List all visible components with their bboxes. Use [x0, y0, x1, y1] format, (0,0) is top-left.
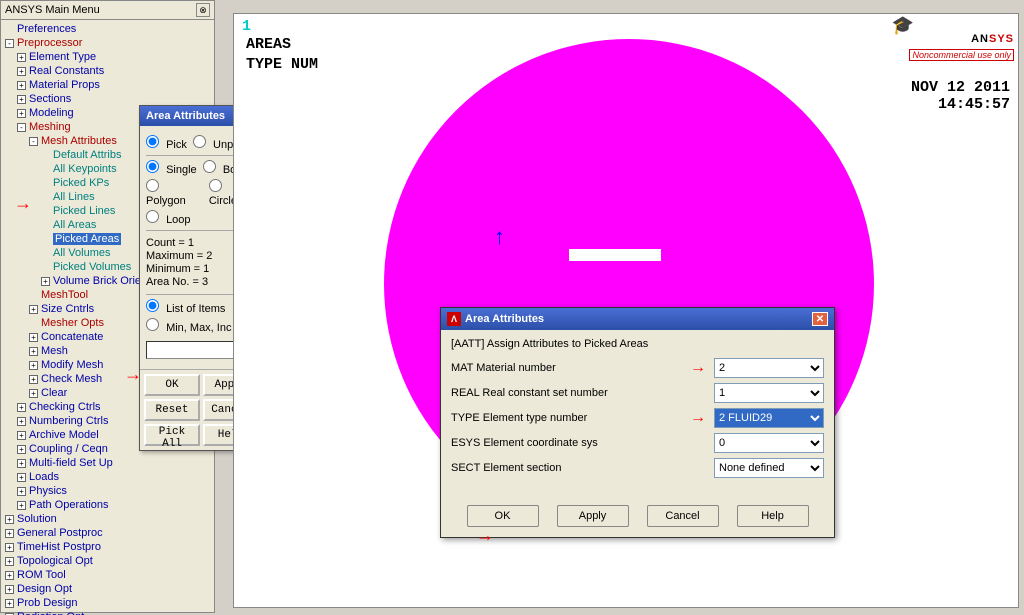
minmax-radio[interactable]: Min, Max, Inc	[146, 318, 231, 334]
attr-label: REAL Real constant set number	[451, 387, 690, 399]
tree-item[interactable]: +Topological Opt	[5, 554, 210, 568]
attr-row: SECT Element section None defined	[451, 458, 824, 478]
tree-item[interactable]: +Real Constants	[5, 64, 210, 78]
attr-row: TYPE Element type number→2 FLUID29	[451, 408, 824, 428]
rect-hole	[569, 249, 661, 261]
tree-item[interactable]: +Physics	[5, 484, 210, 498]
up-arrow-icon: ↑	[494, 224, 505, 250]
grad-cap-icon: 🎓	[892, 15, 914, 36]
attr-titlebar: Λ Area Attributes ✕	[441, 308, 834, 330]
attr-label: SECT Element section	[451, 462, 690, 474]
collapse-icon[interactable]: ⊗	[196, 3, 210, 17]
loop-radio[interactable]: Loop	[146, 210, 191, 226]
close-icon[interactable]: ✕	[812, 312, 828, 326]
cancel-button[interactable]: Cancel	[647, 505, 719, 527]
attr-row: MAT Material number→2	[451, 358, 824, 378]
pickall-button[interactable]: Pick All	[144, 424, 200, 446]
attr-select[interactable]: 1	[714, 383, 824, 403]
tree-item[interactable]: -Preprocessor	[5, 36, 210, 50]
reset-button[interactable]: Reset	[144, 399, 200, 421]
main-menu-title: ANSYS Main Menu	[5, 4, 100, 16]
tree-item[interactable]: +Multi-field Set Up	[5, 456, 210, 470]
attr-select[interactable]: None defined	[714, 458, 824, 478]
tree-item[interactable]: +Design Opt	[5, 582, 210, 596]
tree-item[interactable]: +Path Operations	[5, 498, 210, 512]
tree-item[interactable]: +TimeHist Postpro	[5, 540, 210, 554]
attr-select[interactable]: 2	[714, 358, 824, 378]
pick-radio[interactable]: Pick	[146, 135, 187, 151]
seq-label: 1	[242, 18, 251, 35]
apply-button[interactable]: Apply	[557, 505, 629, 527]
attr-label: TYPE Element type number	[451, 412, 690, 424]
typenum-label: TYPE NUM	[246, 56, 318, 73]
attr-row: ESYS Element coordinate sys 0	[451, 433, 824, 453]
attr-label: MAT Material number	[451, 362, 690, 374]
tree-item[interactable]: +Element Type	[5, 50, 210, 64]
ok-button[interactable]: OK	[467, 505, 539, 527]
main-menu-titlebar: ANSYS Main Menu ⊗	[1, 1, 214, 20]
tree-item[interactable]: +Prob Design	[5, 596, 210, 610]
attr-subtitle: [AATT] Assign Attributes to Picked Areas	[451, 338, 824, 350]
attr-row: REAL Real constant set number 1	[451, 383, 824, 403]
tree-item[interactable]: +Material Props	[5, 78, 210, 92]
pointer-arrow-icon: →	[476, 525, 494, 546]
tree-item[interactable]: +Solution	[5, 512, 210, 526]
tree-item[interactable]: +General Postproc	[5, 526, 210, 540]
logo-sub: Noncommercial use only	[909, 49, 1014, 61]
tree-item[interactable]: +Loads	[5, 470, 210, 484]
attr-title: Area Attributes	[465, 313, 544, 325]
date-label: NOV 12 2011	[911, 79, 1010, 96]
polygon-radio[interactable]: Polygon	[146, 179, 206, 207]
tree-item[interactable]: +Sections	[5, 92, 210, 106]
tree-item[interactable]: Preferences	[5, 22, 210, 36]
single-radio[interactable]: Single	[146, 160, 197, 176]
attr-buttons: OK Apply Cancel Help	[441, 491, 834, 537]
help-button[interactable]: Help	[737, 505, 809, 527]
ansys-logo: 🎓 ANSYS Noncommercial use only	[909, 18, 1014, 61]
attributes-dialog: Λ Area Attributes ✕ [AATT] Assign Attribu…	[440, 307, 835, 538]
tree-item[interactable]: +ROM Tool	[5, 568, 210, 582]
ok-button[interactable]: OK	[144, 374, 200, 396]
list-radio[interactable]: List of Items	[146, 299, 225, 315]
time-label: 14:45:57	[938, 96, 1010, 113]
pointer-arrow-icon: →	[14, 193, 32, 214]
app-icon: Λ	[447, 312, 461, 326]
attr-label: ESYS Element coordinate sys	[451, 437, 690, 449]
areas-label: AREAS	[246, 36, 291, 53]
attr-select[interactable]: 0	[714, 433, 824, 453]
attr-select[interactable]: 2 FLUID29	[714, 408, 824, 428]
attr-body: [AATT] Assign Attributes to Picked Areas…	[441, 330, 834, 491]
